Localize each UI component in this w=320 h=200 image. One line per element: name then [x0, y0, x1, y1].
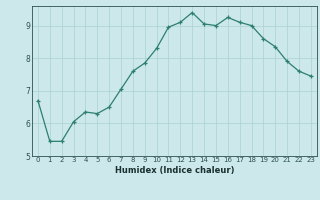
- X-axis label: Humidex (Indice chaleur): Humidex (Indice chaleur): [115, 166, 234, 175]
